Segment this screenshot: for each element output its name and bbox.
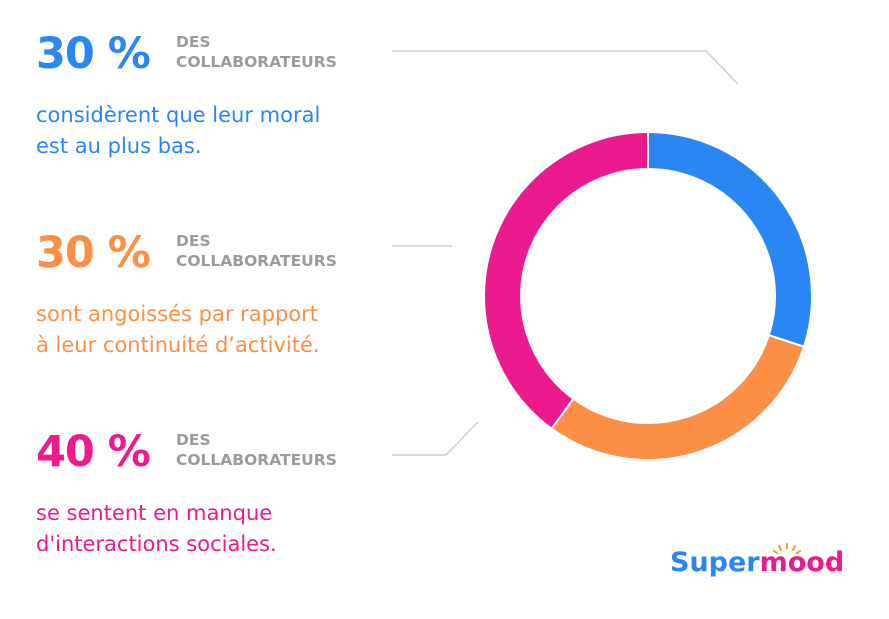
stat-unit: DES COLLABORATEURS <box>176 231 337 271</box>
stat-percent: 40 % <box>36 427 151 477</box>
sun-ray <box>795 549 802 555</box>
leader-line-3 <box>392 421 479 456</box>
donut-slice-social <box>483 130 649 431</box>
donut-slices <box>483 130 813 461</box>
stat-percent: 30 % <box>36 29 151 79</box>
stat-description-line2: à leur continuité d’activité. <box>36 333 320 357</box>
stat-description-line2: d'interactions sociales. <box>36 532 277 556</box>
donut-slice-morale <box>647 130 813 348</box>
sun-rays-icon <box>772 542 802 555</box>
stat-description-line2: est au plus bas. <box>36 134 202 158</box>
donut-slice-anxiety <box>550 333 806 461</box>
logo-text-part2: mood <box>759 547 845 578</box>
stat-unit: DES COLLABORATEURS <box>176 430 337 470</box>
stat-description: sont angoissés par rapport à leur contin… <box>36 299 320 361</box>
supermood-logo: Supermood <box>670 542 845 580</box>
leader-line-1 <box>392 50 739 85</box>
stat-description-line1: se sentent en manque <box>36 501 273 525</box>
stat-unit-line1: DES <box>176 33 211 51</box>
stat-unit-line2: COLLABORATEURS <box>176 451 337 469</box>
stat-unit-line1: DES <box>176 232 211 250</box>
sun-ray <box>791 544 797 552</box>
sun-ray <box>772 549 779 555</box>
stat-percent: 30 % <box>36 228 151 278</box>
stat-unit: DES COLLABORATEURS <box>176 32 337 72</box>
stat-description-line1: sont angoissés par rapport <box>36 302 319 326</box>
stat-description: considèrent que leur moral est au plus b… <box>36 100 320 162</box>
stat-unit-line1: DES <box>176 431 211 449</box>
stat-unit-line2: COLLABORATEURS <box>176 252 337 270</box>
stat-unit-line2: COLLABORATEURS <box>176 53 337 71</box>
leader-lines <box>392 50 739 456</box>
stat-description: se sentent en manque d'interactions soci… <box>36 498 277 560</box>
logo-text-part1: Super <box>670 547 760 578</box>
sun-ray <box>777 544 783 552</box>
stat-description-line1: considèrent que leur moral <box>36 103 321 127</box>
